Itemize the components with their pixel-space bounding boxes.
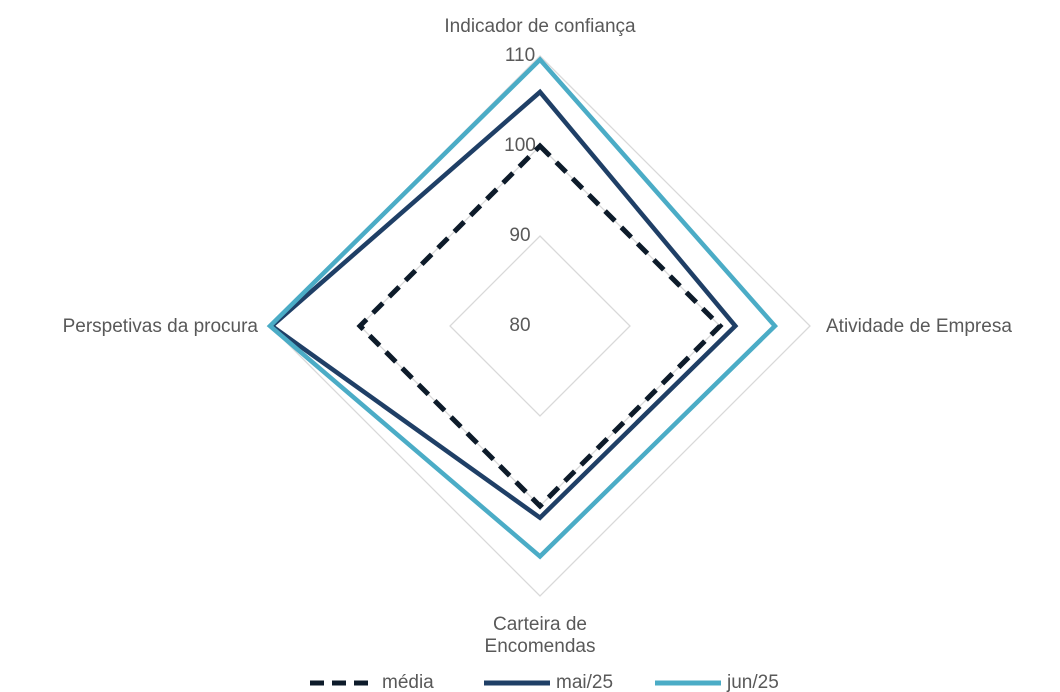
- series-line: [268, 88, 739, 521]
- r-tick-label: 100: [504, 135, 536, 156]
- r-tick-label: 90: [509, 225, 530, 246]
- series-line: [266, 56, 778, 560]
- r-tick-label: 80: [509, 315, 530, 336]
- category-label: Perspetivas da procura: [62, 316, 258, 337]
- series-line: [356, 142, 724, 510]
- category-label: Atividade de Empresa: [826, 316, 1012, 337]
- category-label: Carteira de Encomendas: [484, 614, 596, 657]
- legend-label: jun/25: [726, 672, 779, 692]
- grid-ring: [449, 235, 631, 417]
- category-label: Indicador de confiança: [444, 16, 636, 37]
- legend-label: média: [382, 672, 434, 692]
- r-tick-label: 110: [505, 45, 535, 66]
- legend-label: mai/25: [556, 672, 613, 692]
